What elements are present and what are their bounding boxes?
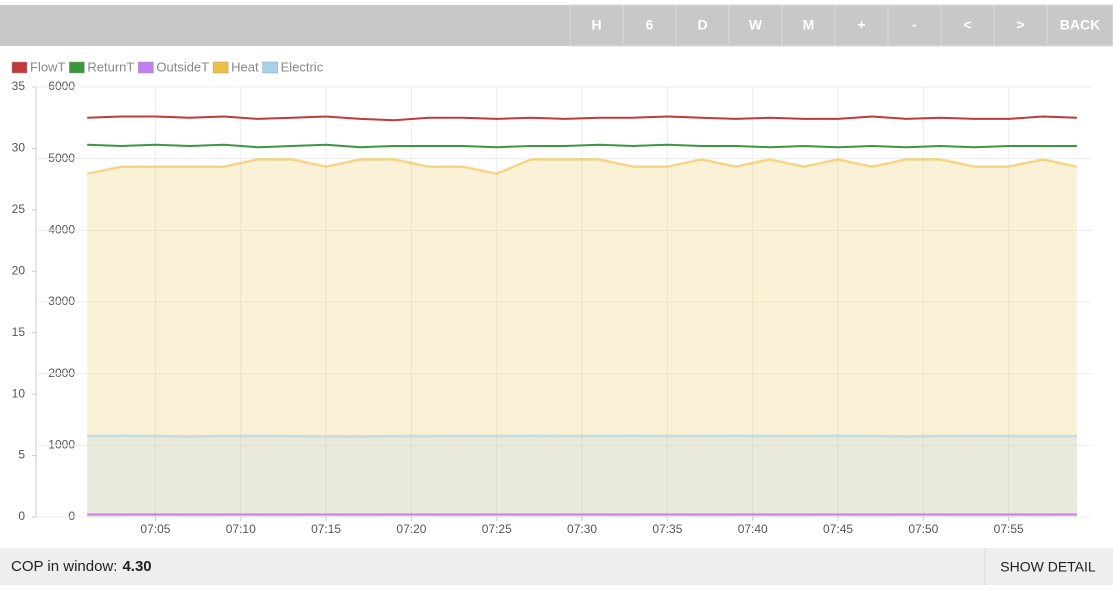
y2-tick-label: 1000 [48,438,75,452]
toolbar-button-label: D [697,17,707,33]
y2-tick-label: 6000 [48,79,75,93]
toolbar-button[interactable] [993,4,1048,47]
y-tick-label: 10 [12,386,26,400]
cop-label: COP in window: [11,558,117,575]
y-tick-label: 20 [12,263,26,277]
x-tick-label: 07:40 [738,522,768,536]
toolbar-button[interactable] [728,4,783,47]
line [87,434,1077,438]
y2-tick-label: 0 [68,509,75,523]
toolbar-button[interactable] [834,4,889,47]
y2-tick-label: 4000 [48,223,75,237]
x-tick-label: 07:10 [226,522,256,536]
legend-label[interactable]: Heat [231,59,259,74]
toolbar-button-label: BACK [1060,17,1100,33]
y-tick-label: 30 [12,141,26,155]
legend-swatch[interactable] [212,61,229,74]
toolbar-button-label: M [803,17,815,33]
x-tick-label: 07:25 [482,522,512,536]
toolbar-button-label: + [857,17,865,33]
toolbar-button-label: 6 [646,17,654,33]
x-tick-label: 07:55 [994,522,1024,536]
y-tick-label: 25 [12,202,26,216]
toolbar-button-label: > [1016,17,1024,33]
legend-label[interactable]: FlowT [30,59,65,74]
line [87,115,1077,122]
y-tick-label: 15 [12,325,26,339]
legend-swatch[interactable] [69,61,85,74]
y-tick-label: 5 [18,448,25,462]
x-tick-label: 07:30 [567,522,597,536]
legend-swatch[interactable] [138,61,154,74]
toolbar-button-label: H [591,17,601,33]
line [86,158,1078,176]
toolbar-button-label: < [963,17,971,33]
y-tick-label: 35 [12,79,26,93]
y2-tick-label: 2000 [48,366,75,380]
footer [0,548,1113,585]
y2-tick-label: 3000 [48,294,75,308]
toolbar-button-label: W [749,17,763,33]
toolbar-button[interactable] [622,4,677,47]
show-detail-button[interactable]: SHOW DETAIL [1000,559,1096,575]
toolbar-button[interactable] [569,4,624,47]
y2-tick-label: 5000 [48,151,75,165]
area [87,159,1077,517]
toolbar-button-label: - [912,17,917,33]
legend-label[interactable]: Electric [281,59,324,74]
legend-swatch[interactable] [11,61,28,74]
x-tick-label: 07:15 [311,522,341,536]
x-tick-label: 07:50 [908,522,938,536]
legend-label[interactable]: ReturnT [87,59,134,74]
x-tick-label: 07:35 [652,522,682,536]
toolbar-button[interactable] [675,4,730,47]
area [87,435,1077,517]
cop-value: 4.30 [122,558,151,575]
legend-label[interactable]: OutsideT [156,59,209,74]
legend-swatch[interactable] [262,61,278,74]
y-tick-label: 0 [18,509,25,523]
x-tick-label: 07:20 [396,522,426,536]
x-tick-label: 07:05 [140,522,170,536]
x-tick-label: 07:45 [823,522,853,536]
toolbar-button[interactable] [1046,4,1113,47]
line [87,143,1077,149]
